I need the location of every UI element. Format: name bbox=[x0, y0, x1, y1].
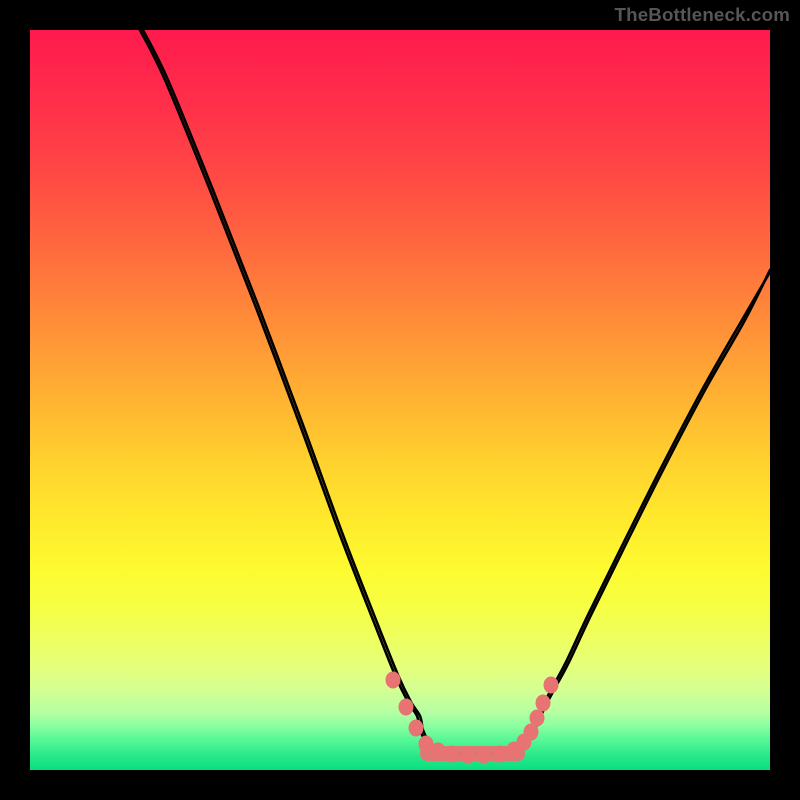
curve-marker bbox=[530, 710, 544, 726]
curve-marker bbox=[409, 720, 423, 736]
curve-marker bbox=[477, 747, 491, 763]
gradient-background bbox=[30, 30, 770, 770]
curve-marker bbox=[461, 747, 475, 763]
curve-marker bbox=[536, 695, 550, 711]
curve-marker bbox=[386, 672, 400, 688]
plot-svg bbox=[30, 30, 770, 770]
plot-area bbox=[30, 30, 770, 770]
curve-marker bbox=[544, 677, 558, 693]
curve-marker bbox=[431, 743, 445, 759]
curve-marker bbox=[493, 746, 507, 762]
curve-marker bbox=[445, 746, 459, 762]
curve-marker bbox=[399, 699, 413, 715]
bottleneck-chart: TheBottleneck.com bbox=[0, 0, 800, 800]
watermark-text: TheBottleneck.com bbox=[615, 4, 791, 26]
